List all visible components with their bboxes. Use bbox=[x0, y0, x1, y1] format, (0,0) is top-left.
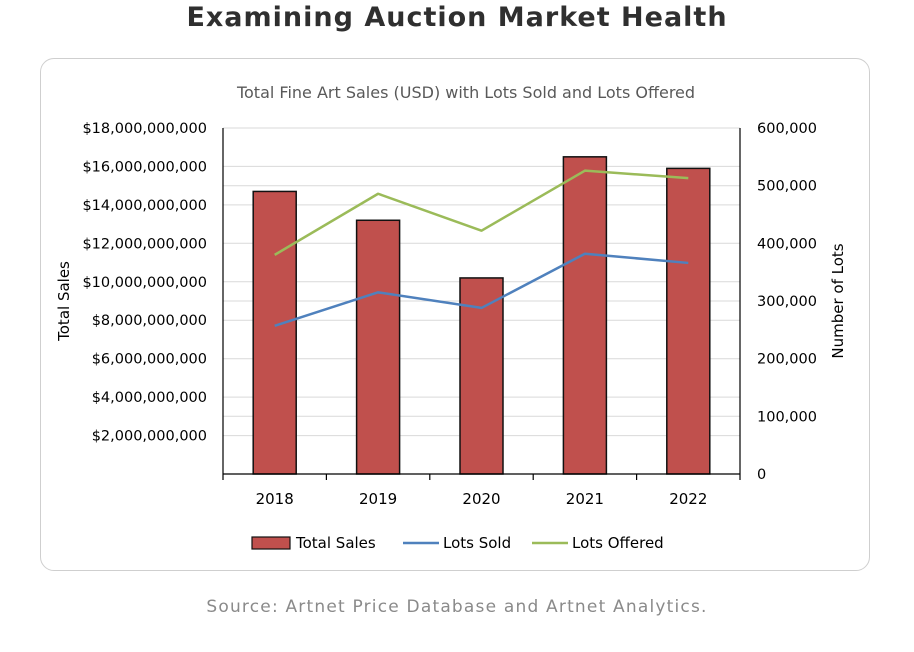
y2-tick-label: 400,000 bbox=[757, 236, 817, 252]
y-tick-label: $12,000,000,000 bbox=[82, 236, 207, 252]
page-title: Examining Auction Market Health bbox=[186, 2, 728, 33]
bar-2021 bbox=[562, 156, 608, 475]
bar-series bbox=[252, 156, 711, 475]
y-tick-label: $8,000,000,000 bbox=[92, 313, 207, 329]
legend: Total Sales Lots Sold Lots Offered bbox=[251, 534, 664, 552]
y-tick-label: $18,000,000,000 bbox=[82, 121, 207, 137]
chart-title: Total Fine Art Sales (USD) with Lots Sol… bbox=[236, 83, 695, 102]
y-axis-label: Total Sales bbox=[55, 261, 73, 342]
gridlines bbox=[223, 127, 740, 437]
legend-label-total-sales: Total Sales bbox=[295, 534, 376, 552]
bar-2018 bbox=[252, 190, 297, 475]
bar-2020 bbox=[459, 277, 504, 475]
y-tick-label: $2,000,000,000 bbox=[92, 429, 207, 445]
x-tick-label: 2021 bbox=[566, 490, 604, 508]
x-tick-label: 2022 bbox=[669, 490, 707, 508]
y2-tick-label: 600,000 bbox=[757, 121, 817, 137]
line-lots-offered bbox=[274, 169, 689, 256]
y-tick-label: $6,000,000,000 bbox=[92, 352, 207, 368]
x-tick-label: 2020 bbox=[462, 490, 500, 508]
y2-tick-label: 200,000 bbox=[757, 352, 817, 368]
y2-tick-label: 500,000 bbox=[757, 179, 817, 195]
x-tick-label: 2019 bbox=[359, 490, 397, 508]
x-tick-label: 2018 bbox=[256, 490, 294, 508]
y-axis-ticks: $2,000,000,000 $4,000,000,000 $6,000,000,0… bbox=[82, 121, 207, 445]
source-note: Source: Artnet Price Database and Artnet… bbox=[206, 597, 708, 617]
bar-2022 bbox=[666, 167, 711, 475]
bar-2019 bbox=[355, 219, 401, 475]
x-axis-ticks: 2018 2019 2020 2021 2022 bbox=[256, 490, 708, 508]
legend-label-lots-sold: Lots Sold bbox=[443, 534, 511, 552]
y2-tick-label: 100,000 bbox=[757, 409, 817, 425]
y-tick-label: $16,000,000,000 bbox=[82, 159, 207, 175]
y-tick-label: $10,000,000,000 bbox=[82, 275, 207, 291]
line-lots-sold bbox=[274, 252, 689, 327]
legend-swatch-total-sales bbox=[251, 536, 291, 550]
axes bbox=[222, 128, 741, 480]
y2-axis-label: Number of Lots bbox=[829, 243, 847, 358]
chart-card bbox=[40, 58, 870, 571]
line-series bbox=[274, 169, 689, 327]
y-tick-label: $4,000,000,000 bbox=[92, 390, 207, 406]
legend-label-lots-offered: Lots Offered bbox=[572, 534, 664, 552]
y2-axis-ticks: 0 100,000 200,000 300,000 400,000 500,000 600,… bbox=[757, 121, 817, 483]
y-tick-label: $14,000,000,000 bbox=[82, 198, 207, 214]
y2-tick-label: 300,000 bbox=[757, 294, 817, 310]
y2-tick-label: 0 bbox=[757, 467, 766, 483]
